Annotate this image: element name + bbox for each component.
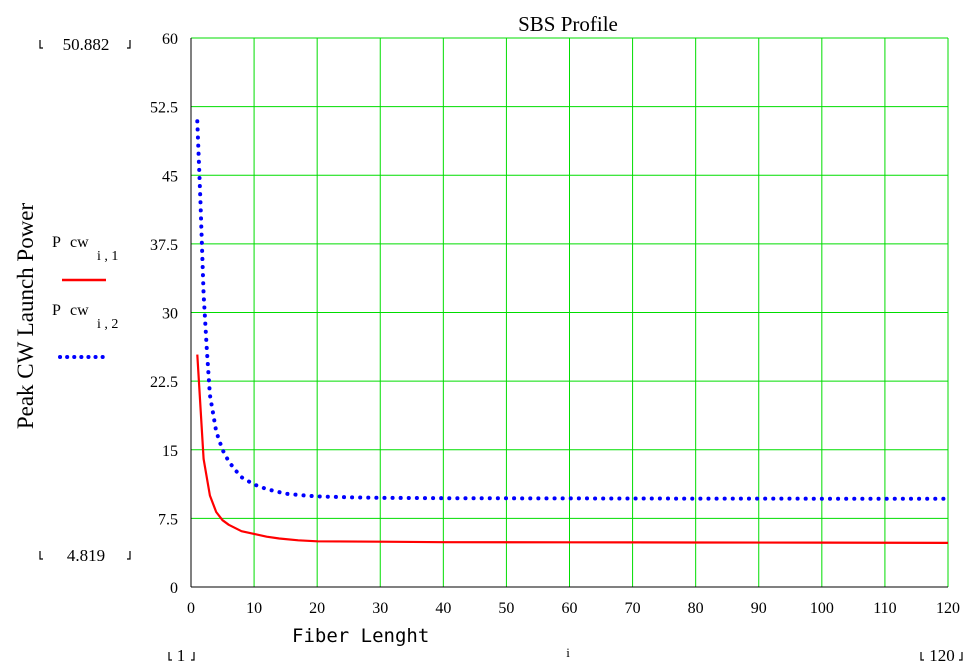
plot-frame — [190, 38, 948, 588]
legend-1-index: i , 1 — [97, 249, 118, 264]
y-tick-label-3: 22.5 — [150, 374, 178, 391]
x-tick-label-12: 120 — [936, 600, 960, 617]
legend-1-sub: cw — [70, 234, 89, 251]
legend: P cw i , 1 P cw i , 2 — [52, 234, 118, 359]
y-tick-label-8: 60 — [162, 31, 178, 48]
legend-2-index: i , 2 — [97, 317, 118, 332]
x-tick-label-5: 50 — [498, 600, 514, 617]
chart-title: SBS Profile — [518, 12, 618, 36]
legend-entry-series-2: P cw i , 2 — [52, 302, 118, 359]
y-tick-label-7: 52.5 — [150, 100, 178, 117]
y-tick-label-0: 0 — [170, 580, 178, 597]
y-tick-label-1: 7.5 — [158, 511, 178, 528]
x-tick-label-0: 0 — [187, 600, 195, 617]
legend-1-main: P — [52, 234, 61, 251]
series-layer — [195, 119, 950, 545]
y-axis-label: Peak CW Launch Power — [13, 202, 38, 429]
y-max-marker: 50.882 — [39, 35, 131, 54]
x-max-marker: 120 — [920, 646, 963, 665]
x-tick-label-1: 10 — [246, 600, 262, 617]
legend-2-main: P — [52, 302, 61, 319]
y-tick-label-2: 15 — [162, 443, 178, 460]
series-2-line — [195, 119, 950, 501]
x-tick-label-2: 20 — [309, 600, 325, 617]
series-1-line — [196, 354, 949, 545]
x-max-marker-label: 120 — [929, 646, 955, 665]
x-min-marker: 1 — [168, 646, 195, 665]
legend-entry-series-1: P cw i , 1 — [52, 234, 118, 282]
x-tick-label-3: 30 — [372, 600, 388, 617]
x-tick-label-9: 90 — [751, 600, 767, 617]
y-min-marker-label: 4.819 — [67, 546, 105, 565]
legend-2-sub: cw — [70, 302, 89, 319]
x-tick-label-11: 110 — [873, 600, 896, 617]
y-min-marker: 4.819 — [39, 546, 131, 565]
y-tick-label-5: 37.5 — [150, 237, 178, 254]
x-axis-label: Fiber Lenght — [292, 625, 429, 647]
y-max-marker-label: 50.882 — [63, 35, 110, 54]
x-axis-variable: i — [566, 645, 570, 660]
y-tick-label-6: 45 — [162, 168, 178, 185]
grid — [190, 37, 949, 588]
x-min-marker-label: 1 — [177, 646, 186, 665]
y-tick-label-4: 30 — [162, 306, 178, 323]
x-tick-label-8: 80 — [688, 600, 704, 617]
x-tick-label-7: 70 — [625, 600, 641, 617]
x-tick-label-6: 60 — [562, 600, 578, 617]
x-tick-label-4: 40 — [435, 600, 451, 617]
tick-labels: 0 10 20 30 40 50 60 70 80 90 100 110 120 0 7.5 15 22.5 30… — [150, 31, 960, 617]
x-tick-label-10: 100 — [810, 600, 834, 617]
